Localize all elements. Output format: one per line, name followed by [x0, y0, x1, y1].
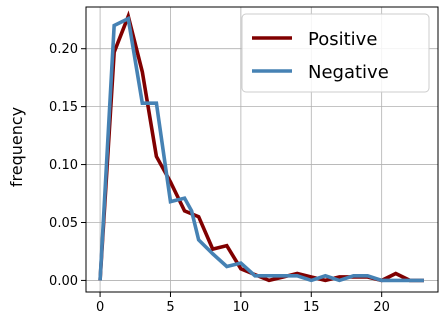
y-tick-label-1: 0.05 [49, 216, 78, 231]
tick-marks: 0 5 10 15 20 0.00 0.05 0.10 0.15 0.20 [49, 42, 390, 315]
y-tick-label-4: 0.20 [49, 42, 78, 57]
x-tick-label-1: 5 [166, 300, 174, 315]
x-tick-label-3: 15 [303, 300, 320, 315]
x-tick-label-0: 0 [96, 300, 104, 315]
y-axis-title: frequency [7, 107, 26, 187]
legend-label-positive: Positive [308, 29, 377, 50]
plot-frame [85, 6, 439, 293]
y-tick-label-3: 0.15 [49, 100, 78, 115]
axes [85, 6, 439, 293]
series-lines [98, 10, 424, 283]
legend-label-negative: Negative [308, 62, 389, 83]
y-tick-label-0: 0.00 [49, 274, 78, 289]
legend: Positive Negative [241, 13, 430, 93]
x-tick-label-4: 20 [373, 300, 390, 315]
y-tick-label-2: 0.10 [49, 158, 78, 173]
series-line-negative [98, 15, 424, 283]
x-tick-label-2: 10 [233, 300, 250, 315]
